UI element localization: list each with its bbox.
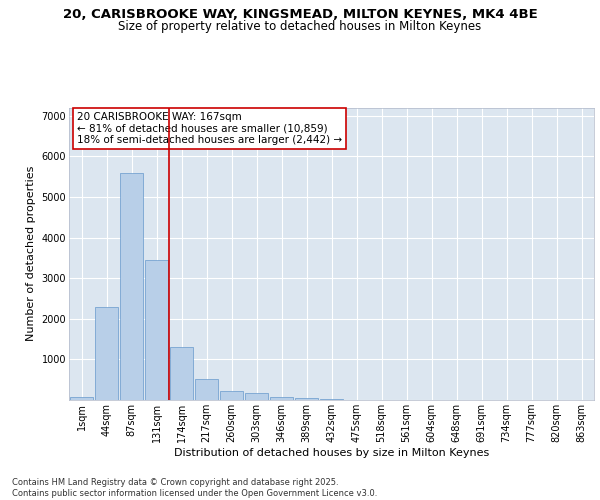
X-axis label: Distribution of detached houses by size in Milton Keynes: Distribution of detached houses by size … bbox=[174, 448, 489, 458]
Text: Size of property relative to detached houses in Milton Keynes: Size of property relative to detached ho… bbox=[118, 20, 482, 33]
Bar bbox=[145, 260, 169, 400]
Bar bbox=[295, 398, 319, 400]
Bar bbox=[269, 396, 293, 400]
Bar bbox=[95, 306, 118, 400]
Bar bbox=[220, 392, 244, 400]
Text: 20 CARISBROOKE WAY: 167sqm
← 81% of detached houses are smaller (10,859)
18% of : 20 CARISBROOKE WAY: 167sqm ← 81% of deta… bbox=[77, 112, 342, 145]
Y-axis label: Number of detached properties: Number of detached properties bbox=[26, 166, 36, 342]
Bar bbox=[245, 393, 268, 400]
Bar bbox=[320, 399, 343, 400]
Bar bbox=[70, 397, 94, 400]
Bar bbox=[194, 380, 218, 400]
Bar bbox=[119, 174, 143, 400]
Text: 20, CARISBROOKE WAY, KINGSMEAD, MILTON KEYNES, MK4 4BE: 20, CARISBROOKE WAY, KINGSMEAD, MILTON K… bbox=[62, 8, 538, 20]
Text: Contains HM Land Registry data © Crown copyright and database right 2025.
Contai: Contains HM Land Registry data © Crown c… bbox=[12, 478, 377, 498]
Bar bbox=[170, 347, 193, 400]
